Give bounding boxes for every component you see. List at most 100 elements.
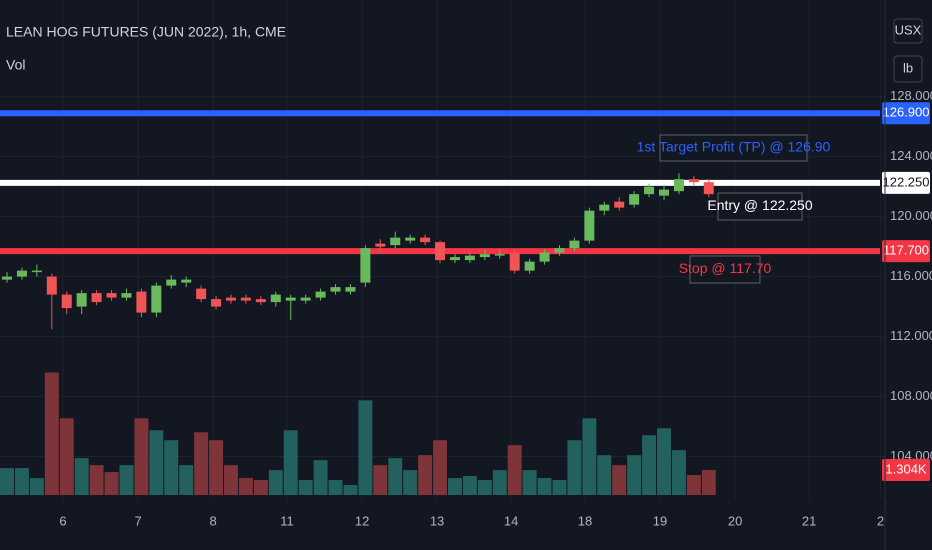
- candle-body: [315, 291, 326, 298]
- volume-bar: [418, 455, 433, 495]
- volume-bar: [582, 418, 597, 495]
- candle-body: [31, 270, 42, 273]
- x-tick-label: 21: [802, 513, 816, 528]
- candle-body: [479, 254, 490, 258]
- candle-body: [196, 288, 207, 300]
- volume-bar: [0, 468, 14, 495]
- annotation-box: [717, 192, 803, 221]
- candle-body: [509, 252, 520, 271]
- volume-bar: [343, 485, 358, 495]
- indicator-label: Vol: [6, 57, 25, 73]
- candle-body: [285, 297, 296, 301]
- volume-bar: [89, 465, 104, 495]
- x-tick-label: 6: [59, 513, 66, 528]
- candle-body: [659, 189, 670, 196]
- volume-bar: [537, 478, 552, 495]
- volume-bar: [448, 478, 462, 495]
- candle-body: [375, 243, 386, 247]
- volume-last-label: 1.304K: [885, 461, 927, 476]
- volume-bar: [522, 470, 537, 495]
- annotation-box: [659, 134, 808, 162]
- candle-body: [494, 254, 505, 256]
- candle-body: [76, 293, 87, 307]
- volume-bar: [209, 440, 224, 495]
- x-tick-label: 7: [135, 513, 142, 528]
- x-tick-label: 11: [280, 513, 294, 528]
- volume-bar: [74, 458, 89, 495]
- annotation-label: 1st Target Profit (TP) @ 126.90: [637, 139, 831, 155]
- volume-bar: [298, 480, 313, 495]
- candle-body: [688, 179, 699, 183]
- candle-body: [449, 257, 460, 261]
- volume-bar: [149, 430, 164, 495]
- candle-body: [91, 293, 102, 303]
- volume-bar: [612, 465, 627, 495]
- candle-body: [255, 299, 266, 303]
- y-tick-label: 124.000: [890, 148, 932, 163]
- x-tick-label: 12: [355, 513, 369, 528]
- y-tick-label: 116.000: [890, 268, 932, 283]
- candle-body: [270, 294, 281, 303]
- level-price-label: 122.250: [883, 174, 930, 189]
- candle-body: [644, 186, 655, 195]
- candle-body: [181, 279, 192, 283]
- y-tick-label: 120.000: [890, 208, 932, 223]
- candle-body: [211, 299, 222, 307]
- candle-layer: [2, 173, 714, 330]
- volume-bar: [44, 372, 59, 495]
- candle-body: [166, 279, 177, 286]
- candle-body: [330, 287, 341, 292]
- level-price-box: [882, 171, 930, 194]
- volume-bar: [59, 418, 74, 495]
- candle-body: [121, 293, 132, 298]
- volume-bar: [433, 440, 448, 495]
- volume-bar: [686, 475, 701, 495]
- volume-bar: [194, 432, 209, 495]
- y-tick-label: 112.000: [890, 328, 932, 343]
- volume-bar: [462, 476, 477, 495]
- candle-body: [360, 248, 371, 283]
- volume-bar: [179, 465, 194, 495]
- volume-bar: [671, 450, 686, 495]
- currency-button[interactable]: [893, 18, 923, 44]
- volume-bar: [14, 468, 29, 495]
- volume-bar: [657, 428, 671, 495]
- volume-bar: [388, 458, 403, 495]
- candle-body: [420, 237, 431, 243]
- volume-bar: [238, 478, 253, 495]
- volume-bar: [373, 465, 388, 495]
- volume-last-box: [882, 459, 930, 482]
- candle-body: [106, 293, 117, 298]
- candle-body: [435, 242, 446, 261]
- volume-bar: [701, 470, 716, 495]
- volume-bar: [29, 478, 44, 495]
- volume-bar: [104, 472, 119, 495]
- volume-bar: [642, 435, 657, 495]
- candle-body: [2, 276, 13, 280]
- unit-button[interactable]: [893, 55, 923, 83]
- candle-body: [554, 248, 565, 253]
- y-tick-label: 108.000: [890, 388, 932, 403]
- candle-body: [151, 285, 162, 313]
- x-tick-label: 20: [728, 513, 742, 528]
- currency-label[interactable]: USX: [895, 22, 922, 37]
- axis-layer: 128.000 124.000 120.000 116.000 112.000 108.0…: [59, 0, 932, 550]
- volume-bar: [552, 480, 567, 495]
- candle-body: [225, 297, 236, 301]
- volume-bar: [268, 470, 283, 495]
- candle-body: [345, 287, 356, 292]
- volume-bar: [403, 470, 418, 495]
- candle-body: [584, 210, 595, 241]
- volume-bar: [627, 455, 642, 495]
- volume-bar: [253, 480, 268, 495]
- chart-title: LEAN HOG FUTURES (JUN 2022), 1h, CME: [6, 24, 286, 40]
- x-tick-label: 2: [877, 513, 884, 528]
- level-price-box: [882, 240, 930, 263]
- candle-body: [61, 294, 72, 309]
- volume-bar: [507, 445, 522, 495]
- candle-body: [569, 240, 580, 249]
- candle-body: [673, 179, 684, 192]
- unit-label[interactable]: lb: [903, 60, 913, 75]
- candle-body: [240, 297, 251, 301]
